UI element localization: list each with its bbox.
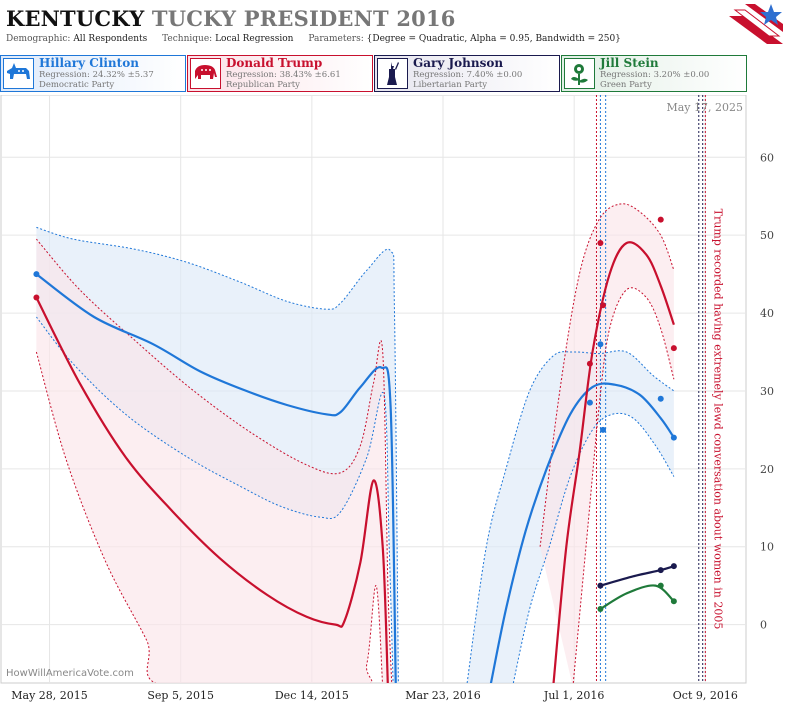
y-tick-label: 0 [760,619,767,632]
ci-trump-upper2 [539,203,675,547]
regression-johnson: Regression: 7.40% ±0.00 [413,70,523,80]
y-tick-label: 30 [760,385,774,398]
param-value-technique: Local Regression [215,34,294,44]
x-tick-label: May 28, 2015 [11,689,88,702]
trend-line-clinton [35,273,397,683]
x-tick-label: Jul 1, 2016 [543,689,605,702]
title-state: KENTUCKY [6,6,145,31]
data-point-clinton [600,426,607,433]
chart-title: KENTUCKY TUCKY PRESIDENT 2016 [6,6,456,31]
data-point-trump [33,294,40,301]
ci-trump-upper [36,238,393,683]
param-value-parameters: {Degree = Quadratic, Alpha = 0.95, Bandw… [366,34,621,44]
candidate-name-johnson: Gary Johnson [413,56,504,70]
param-value-demographic: All Respondents [73,34,148,44]
y-tick-label: 20 [760,463,774,476]
legend-item-trump: Donald Trump Regression: 38.43% ±6.61 Re… [187,55,373,92]
plot-content [33,95,706,683]
regression-trump: Regression: 38.43% ±6.61 [226,70,341,80]
data-point-johnson [670,563,677,570]
band-trump [36,239,392,683]
party-clinton: Democratic Party [39,80,115,90]
trend-line-clinton [489,382,675,683]
y-tick-label: 40 [760,307,774,320]
trend-line-johnson [600,565,675,587]
ci-clinton-upper2 [466,350,675,683]
legend-item-stein: Jill Stein Regression: 3.20% ±0.00 Green… [561,55,747,92]
donkey-icon [3,58,34,89]
x-tick-label: Dec 14, 2015 [275,689,349,702]
elephant-icon [190,58,221,89]
data-point-stein [670,598,677,605]
param-key-parameters: Parameters: [308,34,364,44]
data-point-clinton [586,399,593,406]
trend-line-trump [35,297,389,683]
statue-of-liberty-icon [377,58,408,89]
candidate-legend: Hillary Clinton Regression: 24.32% ±5.37… [0,55,789,93]
data-point-clinton [33,271,40,278]
x-tick-label: Sep 5, 2015 [147,689,214,702]
trend-line-stein [599,584,675,610]
regression-clinton: Regression: 24.32% ±5.37 [39,70,154,80]
data-point-stein [657,582,664,589]
data-point-stein [597,606,604,613]
data-point-johnson [597,582,604,589]
x-tick-label: Mar 23, 2016 [405,689,481,702]
data-point-trump [600,302,607,309]
chart-header: KENTUCKY TUCKY PRESIDENT 2016 Demographi… [0,0,789,56]
candidate-name-trump: Donald Trump [226,56,323,70]
ci-trump-lower [35,351,383,683]
flower-icon [564,58,595,89]
parameters-line: Demographic: All Respondents Technique: … [6,34,633,44]
site-logo-icon [729,4,783,44]
data-point-trump [657,216,664,223]
candidate-name-clinton: Hillary Clinton [39,56,139,70]
data-point-clinton [657,395,664,402]
poll-chart: 0 10 20 30 40 50 60 May 28, 2015 Sep 5, 2015 Dec … [0,95,774,702]
band-clinton-2 [467,350,674,683]
site-watermark: HowWillAmericaVote.com [6,668,134,679]
ci-clinton-lower2 [512,412,675,683]
param-key-technique: Technique: [162,34,213,44]
legend-item-johnson: Gary Johnson Regression: 7.40% ±0.00 Lib… [374,55,560,92]
x-tick-label: Oct 9, 2016 [673,689,738,702]
legend-item-clinton: Hillary Clinton Regression: 24.32% ±5.37… [0,55,186,92]
title-rest: TUCKY PRESIDENT 2016 [151,6,456,31]
y-tick-label: 50 [760,229,774,242]
param-key-demographic: Demographic: [6,34,71,44]
event-annotation: Trump recorded having extremely lewd con… [711,209,724,630]
data-point-clinton [597,341,604,348]
band-trump-2 [540,203,674,683]
candidate-name-stein: Jill Stein [600,56,659,70]
ci-trump-lower2 [572,287,675,683]
data-point-clinton [670,434,677,441]
data-point-trump [670,345,677,352]
y-tick-label: 60 [760,151,774,164]
data-point-trump [597,239,604,246]
ci-clinton-upper [36,226,399,683]
regression-stein: Regression: 3.20% ±0.00 [600,70,710,80]
party-trump: Republican Party [226,80,300,90]
data-point-johnson [657,567,664,574]
y-tick-label: 10 [760,541,774,554]
party-stein: Green Party [600,80,652,90]
date-stamp: May 17, 2025 [666,101,743,114]
party-johnson: Libertarian Party [413,80,488,90]
data-point-trump [586,360,593,367]
ci-clinton-lower [36,316,394,683]
